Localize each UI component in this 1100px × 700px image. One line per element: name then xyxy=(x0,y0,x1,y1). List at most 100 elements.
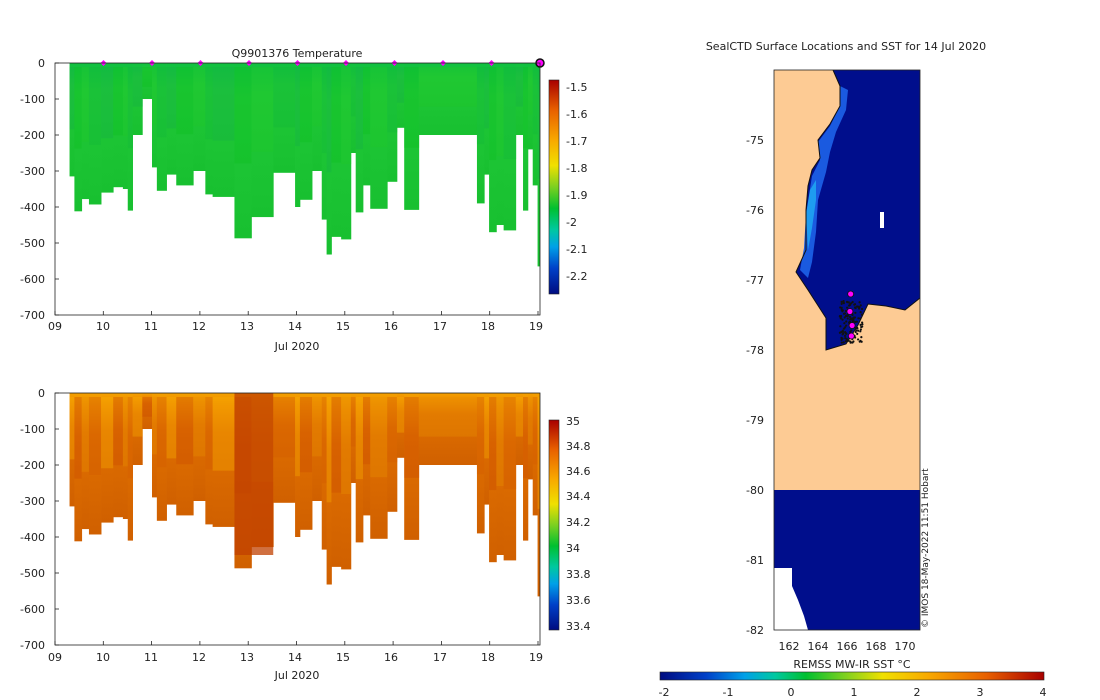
track-point xyxy=(846,313,849,317)
y-tick-label: -200 xyxy=(20,129,45,142)
profile-shading xyxy=(532,397,538,465)
track-point xyxy=(861,323,864,326)
profile-shading xyxy=(326,397,332,503)
profile-shading xyxy=(489,67,497,161)
lat-tick-label: -78 xyxy=(746,344,764,357)
profile-shading xyxy=(503,67,517,160)
profile-column xyxy=(176,393,194,516)
profile-shading xyxy=(156,397,167,468)
temperature-field xyxy=(69,63,540,267)
profile-column xyxy=(350,63,357,153)
track-point xyxy=(841,318,844,321)
salinity-x-label: Jul 2020 xyxy=(274,669,320,682)
profile-column xyxy=(74,393,83,542)
colorbar-tick-label: -1 xyxy=(723,686,734,699)
temperature-colorbar xyxy=(548,79,560,295)
profile-shading xyxy=(113,67,124,136)
profile-column xyxy=(299,63,313,200)
lat-tick-label: -81 xyxy=(746,554,764,567)
profile-shading xyxy=(341,397,352,495)
profile-column xyxy=(205,393,214,525)
profile-column xyxy=(484,393,490,505)
colorbar-tick-label: -1.9 xyxy=(566,189,587,202)
track-point xyxy=(848,303,852,306)
salinity-colorbar-labels: 35 34.8 34.6 34.4 34.2 34 33.8 33.6 33.4 xyxy=(566,415,591,633)
x-tick-label: 09 xyxy=(48,651,62,664)
profile-column xyxy=(532,393,538,516)
colorbar-tick-label: -1.5 xyxy=(566,81,587,94)
coastal-cold-band xyxy=(800,86,848,278)
profile-shading xyxy=(418,397,478,437)
profile-column xyxy=(503,393,517,561)
x-tick-label: 14 xyxy=(288,320,302,333)
salinity-field xyxy=(69,393,540,597)
lon-tick-label: 170 xyxy=(895,640,916,653)
profile-column xyxy=(355,393,364,543)
profile-shading xyxy=(484,67,490,129)
profile-column xyxy=(212,393,235,527)
profile-column xyxy=(326,63,332,255)
profile-shading xyxy=(74,397,83,479)
profile-column xyxy=(370,63,388,209)
map-title: SealCTD Surface Locations and SST for 14… xyxy=(706,40,986,53)
profile-shading xyxy=(312,397,323,457)
profile-column xyxy=(484,63,490,175)
profile-shading xyxy=(476,397,485,475)
profile-shading xyxy=(81,397,90,472)
x-tick-label: 09 xyxy=(48,320,62,333)
profile-column xyxy=(515,63,524,135)
profile-shading xyxy=(273,67,296,128)
track-point xyxy=(849,330,852,334)
profile-column xyxy=(156,63,167,191)
x-tick-label: 18 xyxy=(481,651,495,664)
lat-tick-label: -77 xyxy=(746,274,764,287)
y-tick-label: -100 xyxy=(20,93,45,106)
surface-location-marker xyxy=(846,308,854,315)
colorbar-tick-label: 34.2 xyxy=(566,516,591,529)
track-point xyxy=(859,317,862,320)
profile-shading xyxy=(355,67,364,150)
profile-column xyxy=(326,393,332,585)
track-point xyxy=(854,306,857,310)
x-tick-label: 11 xyxy=(144,651,158,664)
profile-shading xyxy=(312,67,323,127)
y-tick-label: -400 xyxy=(20,531,45,544)
profile-column xyxy=(193,63,206,171)
sst-colorbar xyxy=(659,671,1045,681)
profile-shading xyxy=(152,397,158,455)
profile-shading xyxy=(176,67,194,135)
profile-shading xyxy=(156,67,167,138)
profile-column xyxy=(331,393,342,567)
sst-map-panel: SealCTD Surface Locations and SST for 14… xyxy=(659,40,1047,699)
profile-shading xyxy=(523,397,529,479)
profile-column xyxy=(74,63,83,212)
profile-column xyxy=(523,393,529,541)
x-tick-label: 11 xyxy=(144,320,158,333)
y-tick-label: -600 xyxy=(20,273,45,286)
profile-shading xyxy=(418,67,478,107)
x-tick-label: 16 xyxy=(384,651,398,664)
profile-column xyxy=(496,63,505,225)
track-point xyxy=(846,317,849,320)
profile-column xyxy=(127,63,133,211)
profile-column xyxy=(489,393,497,563)
profile-column xyxy=(113,393,124,518)
surface-location-marker xyxy=(848,322,856,329)
map-y-axis: -75 -76 -77 -78 -79 -80 -81 -82 xyxy=(746,134,764,637)
x-tick-label: 16 xyxy=(384,320,398,333)
colorbar-tick-label: 2 xyxy=(914,686,921,699)
profile-shading xyxy=(88,67,102,145)
map-field xyxy=(774,70,920,630)
colorbar-tick-label: 34.4 xyxy=(566,490,591,503)
track-point xyxy=(841,333,844,336)
colorbar-tick-label: 34.8 xyxy=(566,440,591,453)
colorbar-tick-label: -2.1 xyxy=(566,243,587,256)
coastal-warm-band xyxy=(806,180,816,250)
profile-column xyxy=(503,63,517,231)
temperature-panel: Q9901376 Temperature 09 10 11 12 13 14 1… xyxy=(20,47,587,353)
track-point xyxy=(859,311,862,314)
profile-column xyxy=(212,63,235,197)
profile-shading xyxy=(362,67,371,135)
track-point xyxy=(840,302,843,305)
track-point xyxy=(861,321,864,324)
